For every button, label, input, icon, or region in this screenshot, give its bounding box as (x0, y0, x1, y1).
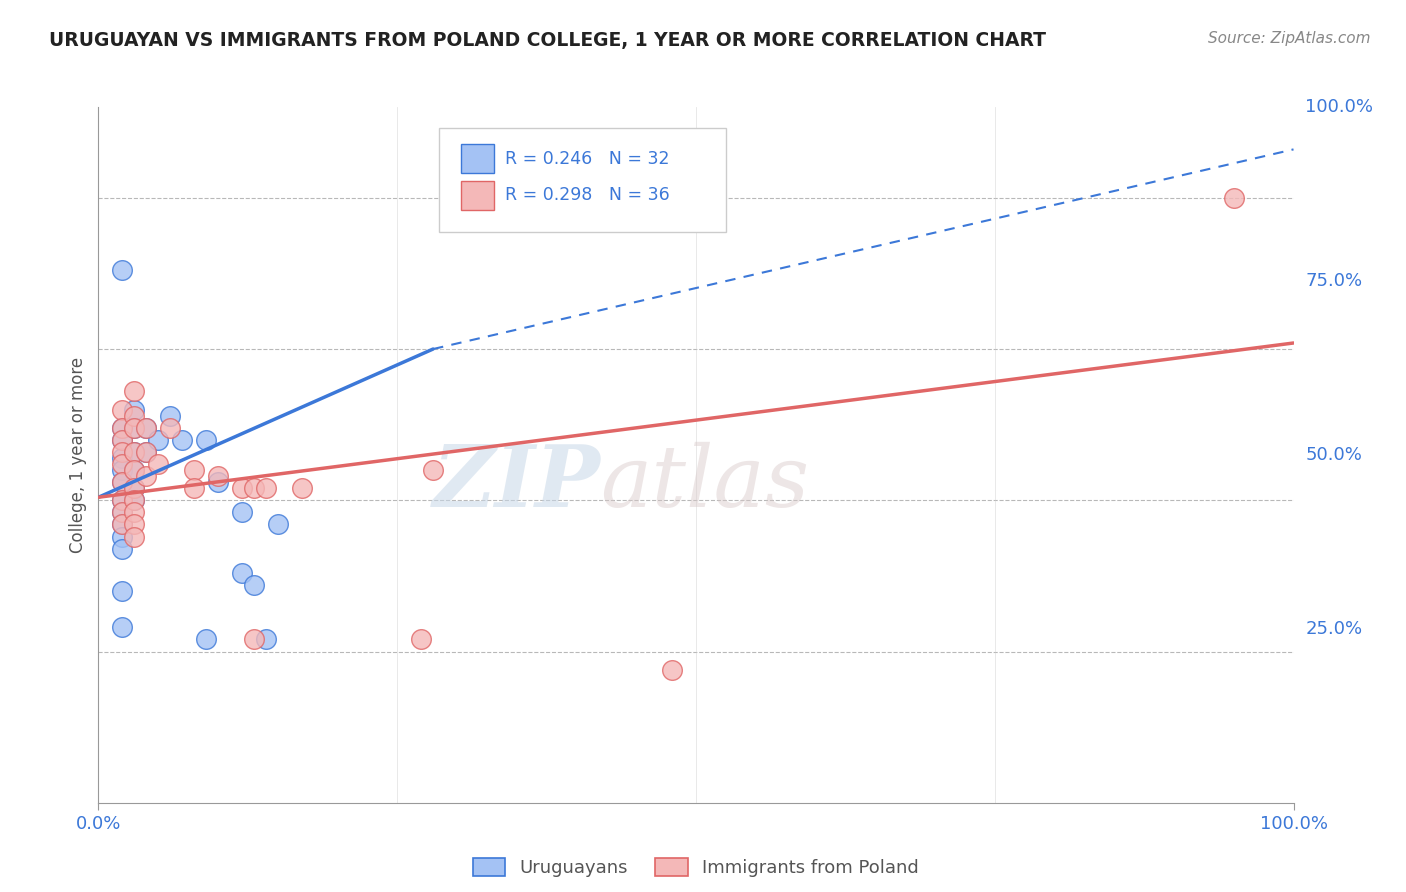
Point (135, 420, 157, 434)
Point (124, 505, 146, 519)
Point (111, 402, 134, 417)
Point (111, 505, 134, 519)
Text: 75.0%: 75.0% (1305, 272, 1362, 290)
Point (290, 481, 312, 495)
Point (124, 493, 146, 508)
Point (148, 457, 170, 471)
Point (411, 632, 433, 647)
Point (254, 481, 277, 495)
Point (254, 632, 277, 647)
Text: URUGUAYAN VS IMMIGRANTS FROM POLAND COLLEGE, 1 YEAR OR MORE CORRELATION CHART: URUGUAYAN VS IMMIGRANTS FROM POLAND COLL… (49, 31, 1046, 50)
Point (124, 463, 146, 477)
Point (124, 517, 146, 532)
Point (135, 445, 157, 459)
Text: R = 0.298   N = 36: R = 0.298 N = 36 (505, 186, 669, 204)
Point (111, 433, 134, 447)
Point (124, 530, 146, 544)
Point (231, 566, 253, 580)
Point (111, 493, 134, 508)
Point (124, 463, 146, 477)
Point (207, 475, 229, 490)
Point (111, 517, 134, 532)
Point (111, 475, 134, 490)
Point (111, 584, 134, 599)
Point (243, 481, 266, 495)
Text: ZIP: ZIP (433, 441, 600, 524)
Point (111, 517, 134, 532)
Point (124, 420, 146, 434)
Point (135, 469, 157, 483)
Point (243, 578, 266, 592)
Point (148, 433, 170, 447)
Point (159, 409, 181, 423)
Text: Source: ZipAtlas.com: Source: ZipAtlas.com (1208, 31, 1371, 46)
Point (194, 632, 217, 647)
Point (111, 530, 134, 544)
Point (124, 409, 146, 423)
Legend: Uruguayans, Immigrants from Poland: Uruguayans, Immigrants from Poland (465, 850, 927, 884)
Point (111, 263, 134, 277)
Point (111, 420, 134, 434)
Point (124, 384, 146, 399)
FancyBboxPatch shape (439, 128, 725, 232)
Point (111, 493, 134, 508)
Point (243, 632, 266, 647)
Point (194, 433, 217, 447)
Point (111, 463, 134, 477)
Point (111, 420, 134, 434)
FancyBboxPatch shape (461, 144, 494, 173)
Point (661, 663, 683, 677)
Point (124, 493, 146, 508)
Point (124, 420, 146, 434)
Point (1222, 191, 1246, 205)
Point (159, 420, 181, 434)
Point (111, 433, 134, 447)
Point (231, 481, 253, 495)
Text: 100.0%: 100.0% (1305, 98, 1374, 116)
Point (111, 475, 134, 490)
Point (183, 463, 205, 477)
Text: atlas: atlas (600, 442, 810, 524)
Text: 25.0%: 25.0% (1305, 620, 1362, 638)
Point (231, 505, 253, 519)
Point (124, 481, 146, 495)
Point (111, 620, 134, 634)
Point (124, 445, 146, 459)
Point (135, 445, 157, 459)
Point (111, 450, 134, 465)
Point (207, 469, 229, 483)
Point (111, 541, 134, 556)
Point (124, 402, 146, 417)
Point (111, 457, 134, 471)
Point (172, 433, 194, 447)
FancyBboxPatch shape (461, 181, 494, 210)
Point (267, 517, 290, 532)
Text: R = 0.246   N = 32: R = 0.246 N = 32 (505, 150, 669, 168)
Point (183, 481, 205, 495)
Point (111, 445, 134, 459)
Point (124, 445, 146, 459)
Y-axis label: College, 1 year or more: College, 1 year or more (69, 357, 87, 553)
Point (135, 420, 157, 434)
Text: 50.0%: 50.0% (1305, 446, 1362, 464)
Point (422, 463, 444, 477)
Point (124, 481, 146, 495)
Point (111, 505, 134, 519)
